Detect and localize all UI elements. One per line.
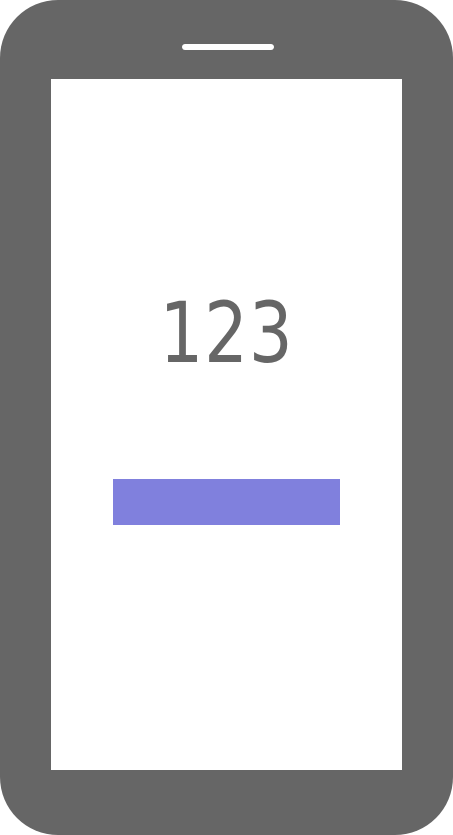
action-button[interactable] — [113, 479, 340, 525]
phone-screen: 123 — [51, 79, 402, 770]
counter-value: 123 — [159, 284, 294, 382]
speaker-slot — [182, 44, 274, 50]
